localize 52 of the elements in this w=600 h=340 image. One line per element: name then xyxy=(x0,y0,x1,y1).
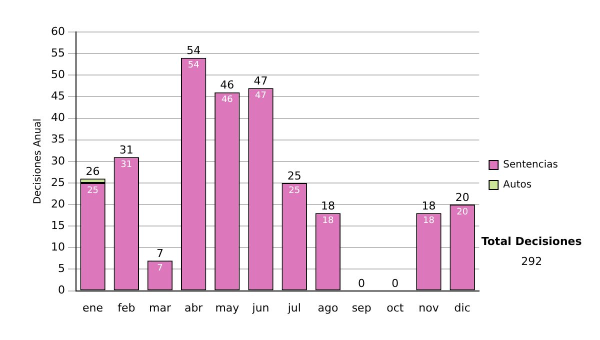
total-label: 18 xyxy=(320,200,335,213)
x-tick-label: feb xyxy=(118,301,136,314)
y-tick-label: 35 xyxy=(50,132,65,146)
y-tick-label: 50 xyxy=(50,68,65,81)
x-tick-label: ene xyxy=(82,301,104,314)
x-tick-label: abr xyxy=(184,301,204,314)
x-tick-label: dic xyxy=(454,301,470,314)
legend-label: Autos xyxy=(503,180,532,191)
data-label: 18 xyxy=(322,216,334,226)
x-tick-label: sep xyxy=(352,301,372,314)
total-label: 25 xyxy=(287,169,302,182)
total-label: 46 xyxy=(220,78,234,92)
x-tick-label: mar xyxy=(148,301,172,314)
total-label: 0 xyxy=(392,277,399,290)
data-label: 54 xyxy=(188,60,200,71)
data-label: 46 xyxy=(221,95,234,106)
y-tick-label: 55 xyxy=(50,46,65,60)
y-tick-label: 45 xyxy=(50,90,65,103)
y-tick-label: 40 xyxy=(50,111,65,124)
y-tick-label: 30 xyxy=(50,154,65,168)
y-tick-label: 10 xyxy=(50,240,65,254)
x-tick-label: nov xyxy=(418,301,440,314)
legend-label: Sentencias xyxy=(503,160,558,171)
x-tick-label: jul xyxy=(286,301,301,314)
total-label: 54 xyxy=(186,44,201,58)
total-label: 26 xyxy=(86,165,100,178)
data-label: 47 xyxy=(255,90,266,101)
y-tick-label: 60 xyxy=(50,24,65,38)
total-label: 31 xyxy=(119,143,134,156)
y-tick-label: 5 xyxy=(58,262,65,276)
data-label: 20 xyxy=(456,207,468,218)
text: Total Decisiones xyxy=(481,234,582,248)
x-tick-label: oct xyxy=(386,301,404,314)
text: 292 xyxy=(521,254,542,268)
y-axis-title: Decisiones Anual xyxy=(32,118,44,204)
data-label: 25 xyxy=(288,186,300,196)
total-label: 20 xyxy=(455,190,470,204)
total-label: 0 xyxy=(358,277,366,290)
x-tick-label: may xyxy=(215,301,240,314)
y-tick-label: 0 xyxy=(58,284,65,297)
total-label: 7 xyxy=(156,246,164,260)
data-label: 25 xyxy=(87,186,99,196)
x-tick-label: jun xyxy=(251,301,270,314)
data-label: 18 xyxy=(423,216,435,226)
y-tick-label: 25 xyxy=(50,176,65,189)
total-label: 18 xyxy=(422,200,436,213)
x-tick-label: ago xyxy=(318,301,338,314)
y-tick-label: 15 xyxy=(50,218,65,232)
data-label: 7 xyxy=(157,263,163,274)
data-label: 31 xyxy=(120,160,132,170)
total-label: 47 xyxy=(254,74,268,88)
y-tick-label: 20 xyxy=(50,197,65,210)
